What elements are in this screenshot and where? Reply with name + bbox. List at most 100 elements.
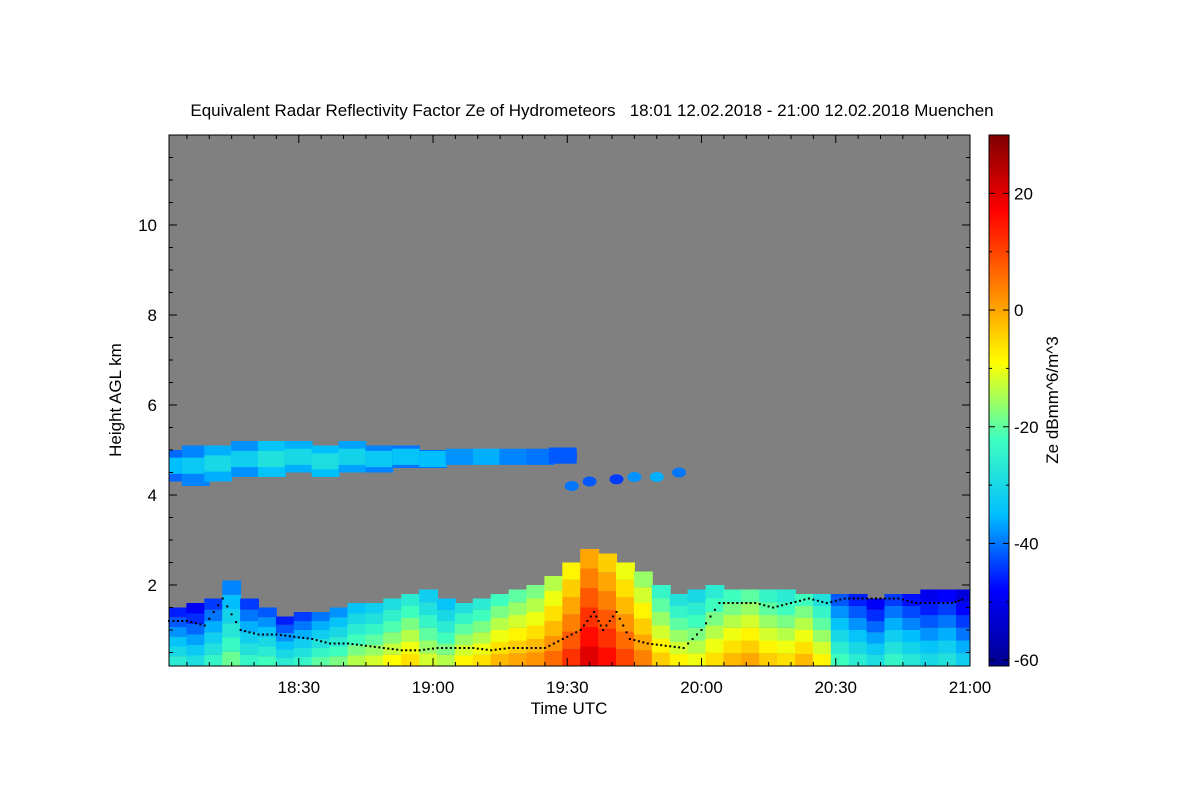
cloud-base-dot [217,604,220,607]
cloud-base-dot [928,602,931,604]
lower-layer-cell [687,589,707,603]
lower-layer-cell [419,589,438,603]
lower-layer-cell [186,603,206,614]
lower-layer-cell [920,602,940,616]
cloud-base-dot [910,600,913,603]
cloud-base-dot [244,630,247,633]
lower-layer-cell [437,598,456,610]
lower-layer-cell [508,640,528,654]
cloud-base-dot [503,647,506,650]
lower-layer-cell [472,609,492,622]
cloud-base-dot [530,647,533,649]
lower-layer-cell [580,627,600,647]
lower-layer-cell [812,618,832,630]
cloud-base-dot [212,611,215,613]
cloud-base-dot [597,620,600,622]
lower-layer-cell [204,621,224,633]
lower-layer-cell [347,624,367,635]
cloud-base-dot [727,602,730,604]
lower-layer-cell [293,630,313,639]
cloud-base-dot [642,641,645,644]
lower-layer-cell [902,630,922,642]
lower-layer-cell [401,618,421,630]
cloud-base-dot [618,617,621,620]
lower-layer-cell [169,636,188,647]
cloud-base-dot [543,647,546,649]
cloud-base-dot [954,600,957,603]
cloud-base-dot [957,599,960,602]
cloud-base-dot [324,641,327,644]
lower-layer-cell [651,625,671,639]
lower-layer-cell [329,646,349,657]
lower-layer-cell [526,652,546,666]
cloud-base-dot [405,649,408,652]
upper-layer-core [548,447,577,464]
cloud-base-dot [901,598,904,601]
cloud-base-dot [933,602,936,604]
cloud-base-dot [387,647,390,650]
cloud-base-dot [924,602,927,604]
lower-layer-cell [240,654,259,667]
cloud-base-dot [494,648,497,651]
cloud-base-dot [248,631,251,634]
lower-layer-cell [472,621,492,633]
lower-layer-cell [169,617,188,628]
lower-layer-cell [669,606,689,618]
lower-layer-cell [347,634,367,645]
lower-layer-cell [956,589,970,603]
cloud-base-dot [253,632,255,635]
lower-layer-cell [598,553,617,573]
lower-layer-cell [472,598,492,610]
lower-layer-cell [401,630,421,642]
cloud-base-dot [691,638,694,640]
cloud-base-dot [382,647,385,649]
cloud-base-dot [521,647,524,649]
lower-layer-cell [741,602,761,616]
cloud-base-dot [458,647,461,649]
lower-layer-cell [329,656,349,667]
lower-layer-cell [830,642,850,654]
lower-layer-cell [741,640,761,654]
lower-layer-cell [669,618,689,630]
lower-layer-cell [508,615,528,628]
lower-layer-cell [938,602,958,616]
cloud-base-dot [270,633,273,636]
lower-layer-cell [777,615,796,628]
lower-layer-cell [938,653,958,667]
cloud-base-dot [414,649,417,652]
lower-layer-cell [186,624,206,635]
lower-layer-cell [311,630,331,639]
cloud-base-dot [687,642,690,645]
lower-layer-cell [347,655,367,666]
lower-layer-cell [759,640,779,654]
lower-layer-cell [383,621,403,633]
lower-layer-cell [651,585,671,599]
lower-layer-cell [741,615,761,628]
lower-layer-cell [633,571,653,588]
lower-layer-cell [884,630,904,642]
cloud-base-dot [445,647,448,649]
lower-layer-cell [812,642,832,654]
cloud-base-dot [622,624,625,627]
lower-layer-cell [616,579,635,598]
lower-layer-cell [437,621,456,633]
scattered-echo [649,472,664,482]
cloud-base-dot [508,647,511,649]
reflectivity-cells [169,441,970,667]
cloud-base-dot [534,647,537,649]
lower-layer-cell [598,572,617,592]
lower-layer-cell [938,589,958,603]
upper-layer-core [365,450,394,468]
lower-layer-cell [759,653,779,667]
upper-layer-core [419,450,447,468]
lower-layer-cell [275,616,295,625]
cloud-base-dot [190,621,193,624]
lower-layer-cell [938,640,958,654]
lower-layer-cell [490,642,510,654]
cloud-base-dot [942,602,945,604]
lower-layer-cell [258,607,277,618]
cloud-base-dot [279,634,282,637]
lower-layer-cell [419,615,438,628]
cloud-base-dot [342,642,345,645]
cloud-base-dot [172,620,175,622]
